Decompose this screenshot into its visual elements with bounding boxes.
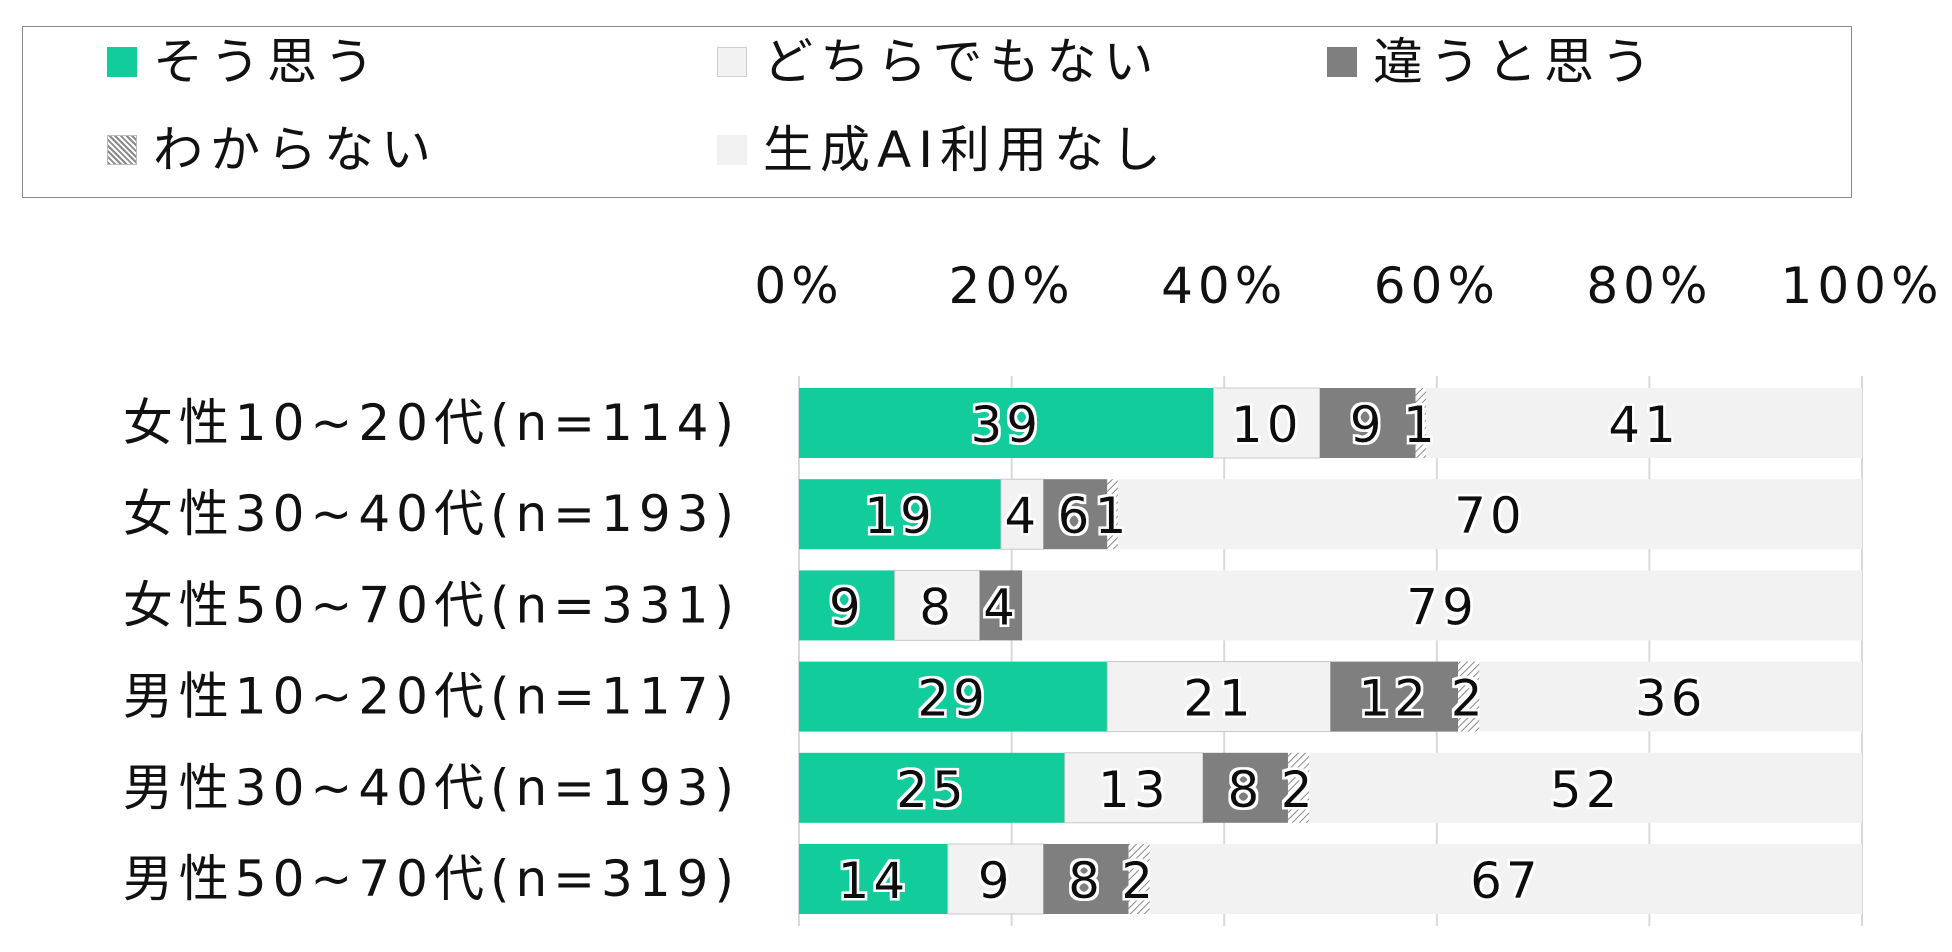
bar-segment-row0-series3 [1415, 388, 1427, 458]
bar-segment-row0-series4 [1426, 388, 1862, 458]
bar-segment-row4-series1 [1064, 752, 1204, 824]
bar-segment-row5-series1 [947, 843, 1044, 915]
data-label-row4-series2: 8 [1228, 761, 1264, 819]
bar-segment-row1-series1 [1000, 478, 1044, 550]
bar-segment-row1-series2 [1043, 479, 1108, 550]
legend-item-chigau-to-omou: 違うと思う [1327, 37, 1658, 87]
y-category-label-4: 男性30~40代(n=193) [123, 759, 740, 817]
bar-segment-row3-series0 [799, 661, 1108, 732]
data-label-row5-series0: 14 [838, 852, 910, 910]
data-label-row4-series0: 25 [896, 761, 968, 819]
bar-segment-row4-series4 [1309, 752, 1862, 823]
x-tick-label-0: 0% [754, 257, 843, 315]
data-label-row5-series2: 8 [1068, 852, 1104, 910]
data-label-row1-series3: 1 [1095, 487, 1131, 545]
data-label-row0-series1: 10 [1231, 396, 1303, 454]
bar-segment-row0-series0 [799, 388, 1214, 458]
data-label-row4-series4: 52 [1550, 761, 1622, 819]
bar-segment-row5-series0 [799, 844, 948, 914]
data-label-row0-series0: 39 [970, 396, 1042, 454]
chart-gridlines [798, 376, 1863, 926]
legend-swatch-chigau-to-omou [1327, 47, 1357, 77]
bar-segment-row4-series2 [1202, 752, 1288, 823]
bar-segment-row2-series0 [799, 570, 895, 641]
legend-item-ai-riyou-nashi: 生成AI利用なし [717, 125, 1168, 175]
data-label-row2-series2: 4 [983, 578, 1019, 636]
bar-segment-row2-series2 [979, 570, 1023, 641]
bar-segment-row5-series2 [1043, 844, 1129, 914]
bar-segment-row3-series1 [1106, 661, 1332, 733]
data-label-row0-series4: 41 [1608, 396, 1680, 454]
data-label-row1-series0: 19 [864, 487, 936, 545]
data-label-row0-series3: 1 [1403, 396, 1439, 454]
bar-segment-row1-series0 [799, 479, 1001, 550]
legend-label-wakaranai: わからない [153, 121, 438, 179]
chart-bars [799, 387, 1862, 915]
data-label-row1-series1: 4 [1004, 487, 1040, 545]
legend-label-sou-omou: そう思う [153, 33, 381, 91]
data-label-row0-series2: 9 [1350, 396, 1386, 454]
data-label-row4-series1: 13 [1098, 761, 1170, 819]
x-tick-label-40: 40% [1161, 257, 1287, 315]
bar-segment-row5-series3 [1128, 844, 1150, 914]
data-label-row2-series0: 9 [829, 578, 865, 636]
y-category-label-2: 女性50~70代(n=331) [123, 576, 740, 634]
legend-label-chigau-to-omou: 違うと思う [1373, 33, 1658, 91]
y-axis-category-labels: 女性10~20代(n=114) 女性30~40代(n=193) 女性50~70代(n… [123, 394, 740, 908]
legend-swatch-dochira-demo-nai [717, 47, 747, 77]
data-label-row5-series3: 2 [1121, 852, 1157, 910]
x-tick-label-20: 20% [949, 257, 1075, 315]
legend-item-dochira-demo-nai: どちらでもない [717, 37, 1161, 87]
data-label-row3-series1: 21 [1183, 670, 1255, 728]
legend-swatch-wakaranai [107, 135, 137, 165]
y-category-label-0: 女性10~20代(n=114) [123, 394, 740, 452]
legend-swatch-ai-riyou-nashi [717, 135, 747, 165]
bar-segment-row3-series2 [1330, 661, 1459, 732]
y-category-label-3: 男性10~20代(n=117) [123, 668, 740, 726]
data-label-row5-series1: 9 [978, 852, 1014, 910]
x-tick-label-100: 100% [1781, 257, 1944, 315]
y-category-label-5: 男性50~70代(n=319) [123, 850, 740, 908]
x-tick-label-80: 80% [1586, 257, 1712, 315]
data-label-row4-series3: 2 [1281, 761, 1317, 819]
data-label-row3-series4: 36 [1635, 670, 1707, 728]
x-tick-label-60: 60% [1374, 257, 1500, 315]
chart-legend: そう思う どちらでもない 違うと思う わからない 生成AI利用なし [22, 26, 1852, 198]
data-label-row2-series1: 8 [919, 578, 955, 636]
bar-segment-row4-series3 [1287, 752, 1310, 823]
legend-item-sou-omou: そう思う [107, 37, 381, 87]
data-label-row5-series4: 67 [1470, 852, 1542, 910]
bar-segment-row2-series1 [894, 569, 981, 641]
data-label-row3-series2: 12 [1358, 670, 1430, 728]
y-category-label-1: 女性30~40代(n=193) [123, 485, 740, 543]
bar-segment-row0-series2 [1319, 388, 1416, 458]
bar-segment-row5-series4 [1149, 844, 1862, 914]
bar-segment-row4-series0 [799, 752, 1065, 823]
bar-segment-row1-series4 [1117, 479, 1862, 550]
data-label-row1-series2: 6 [1057, 487, 1093, 545]
bar-segment-row2-series4 [1022, 570, 1862, 641]
bar-segment-row1-series3 [1107, 479, 1118, 550]
legend-label-ai-riyou-nashi: 生成AI利用なし [763, 121, 1168, 179]
legend-label-dochira-demo-nai: どちらでもない [763, 33, 1161, 91]
legend-swatch-sou-omou [107, 47, 137, 77]
bar-segment-row3-series3 [1458, 661, 1480, 732]
bar-segment-row3-series4 [1479, 661, 1862, 732]
legend-item-wakaranai: わからない [107, 125, 438, 175]
data-label-row3-series3: 2 [1451, 670, 1487, 728]
x-axis-tick-labels: 0% 20% 40% 60% 80% 100% [754, 257, 1944, 315]
data-label-row3-series0: 29 [917, 670, 989, 728]
data-label-row2-series4: 79 [1406, 578, 1478, 636]
data-label-row1-series4: 70 [1454, 487, 1526, 545]
